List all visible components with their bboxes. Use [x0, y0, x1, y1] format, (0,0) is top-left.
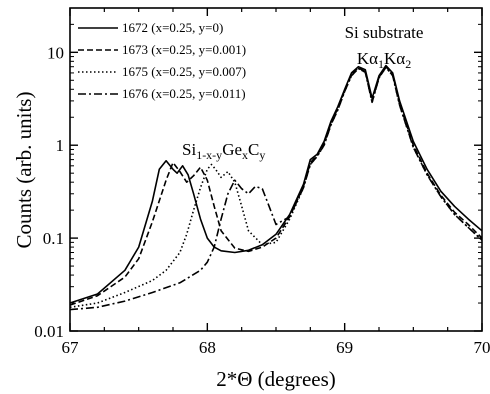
substrate-annotation: Si substrate	[345, 23, 424, 42]
series-line-1	[69, 65, 483, 306]
legend-entry: 1673 (x=0.25, y=0.001)	[122, 42, 246, 57]
x-tick-label: 70	[474, 338, 490, 357]
x-tick-label: 69	[336, 338, 353, 357]
y-tick-label: 0.01	[34, 322, 64, 341]
k-alpha-annotation: Kα1Kα2	[357, 49, 411, 71]
y-tick-label: 10	[47, 43, 64, 62]
y-tick-label: 1	[56, 136, 65, 155]
x-axis-label: 2*Θ (degrees)	[216, 367, 336, 391]
legend-entry: 1675 (x=0.25, y=0.007)	[122, 64, 246, 79]
axis-ticks: 67 68 69 70 0.01 0.1 1 10	[34, 7, 490, 357]
series-line-2	[69, 66, 483, 309]
series-layer	[69, 64, 483, 311]
y-axis-label: Counts (arb. units)	[12, 92, 36, 249]
alloy-annotation: Si1-x-yGexCy	[182, 140, 265, 162]
legend-entry: 1676 (x=0.25, y=0.011)	[122, 86, 246, 101]
legend: 1672 (x=0.25, y=0) 1673 (x=0.25, y=0.001)…	[78, 20, 246, 101]
x-tick-label: 68	[199, 338, 216, 357]
x-tick-label: 67	[62, 338, 80, 357]
legend-entry: 1672 (x=0.25, y=0)	[122, 20, 223, 35]
y-tick-label: 0.1	[43, 229, 64, 248]
series-line-3	[69, 66, 483, 311]
